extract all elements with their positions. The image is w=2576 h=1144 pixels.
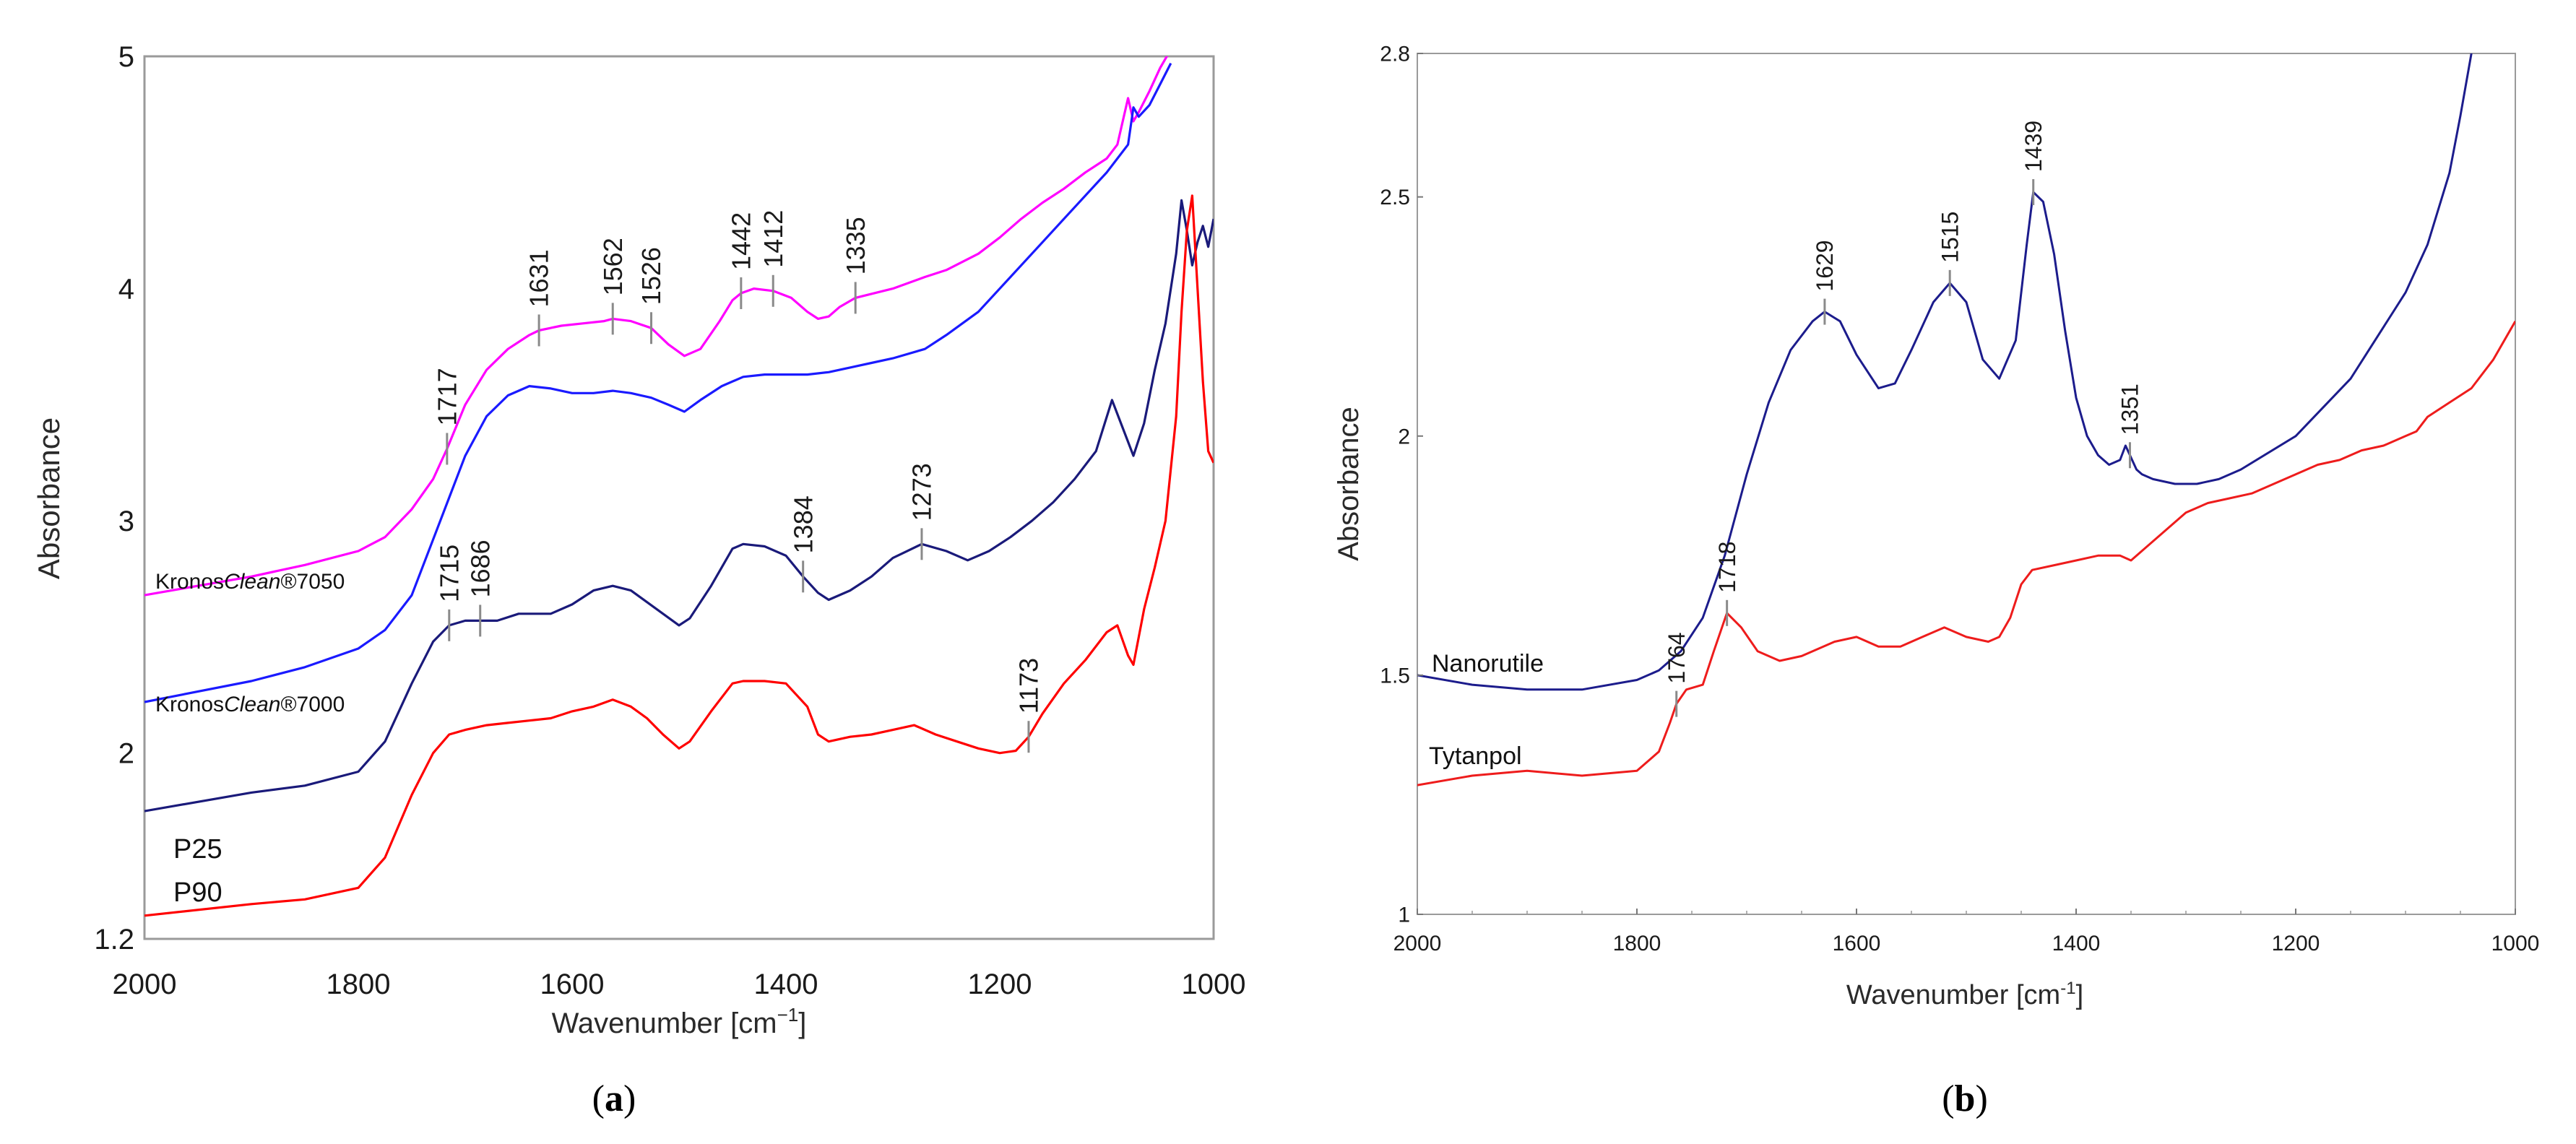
panel-caption: (b)	[1942, 1078, 1988, 1119]
y-axis-label: Absorbance	[1333, 407, 1365, 560]
plot-frame	[1417, 53, 2516, 915]
y-tick-label: 4	[118, 274, 134, 306]
peak-label: 1717	[432, 368, 462, 425]
peak-label: 1412	[758, 210, 788, 268]
peak-label: 1764	[1664, 632, 1690, 683]
peak-label: 1515	[1937, 212, 1963, 263]
series-label: KronosClean®7050	[155, 570, 345, 594]
series-line	[1417, 53, 2473, 691]
y-tick-label: 2	[118, 738, 134, 770]
series-line	[144, 56, 1169, 597]
y-tick-label: 1.5	[1380, 664, 1410, 688]
y-tick-label: 2.5	[1380, 186, 1410, 209]
peak-label: 1526	[636, 247, 666, 305]
x-tick-label: 1600	[1833, 932, 1881, 956]
series-label: KronosClean®7000	[155, 693, 345, 716]
peak-label: 1335	[841, 217, 870, 274]
series-label: P25	[173, 834, 222, 864]
x-axis-label: Wavenumber [cm−1]	[552, 1004, 807, 1039]
peak-label: 1631	[524, 249, 554, 307]
series-line	[1417, 321, 2515, 786]
y-axis-label: Absorbance	[32, 417, 66, 579]
peak-label: 1273	[907, 463, 937, 521]
y-tick-label: 2	[1398, 425, 1410, 448]
panel-caption: (a)	[592, 1078, 636, 1119]
peak-label: 1718	[1714, 542, 1740, 593]
peak-label: 1442	[726, 212, 756, 270]
peak-label: 1351	[2117, 384, 2143, 435]
y-tick-label: 3	[118, 506, 134, 537]
x-tick-label: 1200	[2272, 932, 2320, 956]
series-line	[144, 62, 1172, 703]
x-tick-label: 1200	[968, 968, 1032, 1000]
panel-a: 1717 1631 1562 1526 1442 1412 1335 1715 1686 1384…	[32, 41, 1245, 1119]
peak-label: 1384	[788, 495, 818, 553]
peak-label: 1629	[1812, 240, 1838, 291]
peak-label: 1439	[2020, 121, 2046, 172]
x-tick-label: 1800	[327, 968, 391, 1000]
x-tick-label: 2000	[1393, 932, 1442, 956]
x-tick-label: 1000	[2491, 932, 2540, 956]
panel-b: 1764 1718 1629 1515 1439 1351 1 1.5 2 2.5 2.8 200…	[1333, 43, 2539, 1120]
plot-frame	[143, 55, 1215, 940]
peak-label: 1686	[465, 540, 495, 597]
x-tick-label: 1400	[2052, 932, 2101, 956]
series-label: Nanorutile	[1432, 650, 1544, 677]
y-tick-label: 2.8	[1380, 43, 1410, 66]
x-tick-label: 1600	[540, 968, 605, 1000]
x-tick-label: 1400	[754, 968, 818, 1000]
peak-label: 1562	[598, 238, 628, 295]
peak-label: 1715	[434, 545, 464, 602]
peak-label: 1173	[1014, 658, 1044, 714]
y-tick-label: 1	[1398, 904, 1410, 927]
y-tick-label: 1.2	[94, 924, 134, 956]
x-axis-label: Wavenumber [cm-1]	[1846, 979, 2083, 1010]
series-line	[144, 194, 1214, 917]
series-label: Tytanpol	[1429, 742, 1522, 770]
x-tick-label: 1000	[1182, 968, 1246, 1000]
x-tick-label: 2000	[113, 968, 177, 1000]
y-tick-label: 5	[118, 41, 134, 73]
x-tick-label: 1800	[1613, 932, 1661, 956]
series-label: P90	[173, 878, 222, 908]
